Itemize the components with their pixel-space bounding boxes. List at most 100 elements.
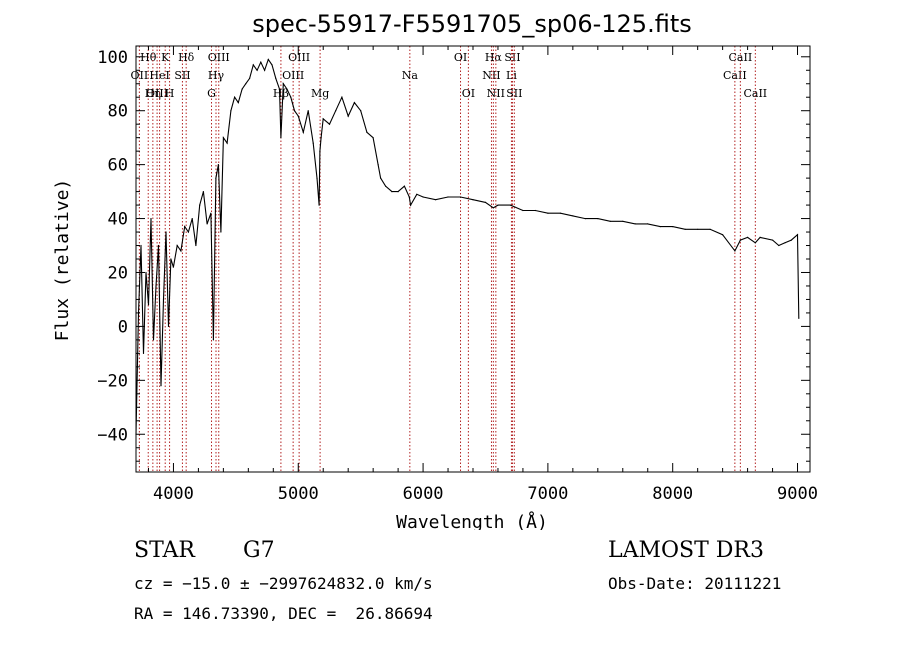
data-point-22: [199, 204, 201, 206]
data-point-67: [372, 137, 374, 139]
data-point-3: [142, 352, 145, 354]
data-point-80: [459, 196, 462, 198]
data-point-88: [547, 212, 549, 214]
data-point-42: [267, 58, 269, 61]
data-point-86: [522, 209, 524, 212]
data-point-97: [659, 226, 661, 228]
data-point-47: [282, 83, 284, 85]
data-point-51: [297, 115, 299, 117]
data-point-79: [447, 196, 449, 198]
y-tick-label-5: 60: [108, 156, 128, 176]
line-label-2: OIII: [146, 87, 168, 100]
data-point-25: [210, 212, 212, 214]
data-point-27: [215, 177, 217, 179]
data-point-8: [155, 285, 157, 287]
data-point-45: [278, 88, 281, 90]
data-point-46: [280, 137, 282, 139]
data-point-19: [187, 231, 189, 233]
data-point-108: [772, 239, 774, 241]
line-label-11: OIII: [208, 51, 230, 64]
data-point-112: [796, 234, 799, 236]
data-point-96: [647, 223, 649, 225]
data-point-78: [435, 199, 437, 201]
data-point-37: [249, 77, 251, 79]
line-label-24: SII: [506, 87, 522, 100]
data-point-92: [597, 218, 599, 220]
data-point-28: [217, 164, 219, 166]
subclass-label: G7: [243, 538, 275, 563]
data-point-13: [167, 325, 170, 327]
data-point-31: [226, 142, 228, 144]
line-label-8: Hδ: [178, 51, 195, 64]
line-label-13: OIII: [282, 69, 304, 82]
line-label-27: CaII: [743, 87, 767, 100]
data-point-18: [184, 226, 186, 228]
data-point-110: [784, 242, 786, 244]
data-point-35: [241, 88, 243, 90]
x-tick-label-5: 9000: [777, 484, 818, 504]
coordinates-text: RA = 146.73390, DEC = 26.86694: [134, 604, 433, 623]
series-layer: [135, 58, 800, 435]
line-label-17: OI: [454, 51, 467, 64]
line-label-14: OIII: [288, 51, 310, 64]
data-point-93: [609, 220, 611, 222]
data-point-77: [422, 196, 424, 198]
data-point-43: [271, 64, 273, 66]
y-tick-label-2: 0: [118, 317, 128, 337]
chart-title: spec-55917-F5591705_sp06-125.fits: [252, 10, 691, 38]
data-point-30: [222, 137, 224, 139]
data-point-41: [264, 69, 266, 71]
data-point-72: [397, 191, 399, 193]
line-label-3: Hη: [145, 87, 161, 100]
data-point-62: [341, 96, 343, 98]
data-point-101: [709, 228, 711, 230]
data-point-17: [180, 250, 182, 252]
data-point-95: [634, 223, 636, 225]
data-point-55: [316, 177, 318, 179]
data-point-69: [380, 177, 382, 179]
data-point-65: [360, 110, 362, 112]
data-point-107: [759, 236, 761, 238]
line-label-12: Hβ: [273, 87, 289, 100]
data-point-75: [410, 204, 412, 206]
x-tick-label-1: 5000: [278, 484, 319, 504]
data-point-24: [206, 223, 208, 225]
data-point-15: [172, 266, 174, 268]
line-label-0: Hθ: [140, 51, 157, 64]
data-point-52: [302, 131, 304, 133]
data-point-16: [176, 244, 178, 247]
data-point-33: [234, 96, 236, 98]
data-point-89: [559, 212, 562, 214]
data-point-63: [347, 115, 349, 117]
line-label-19: NII: [482, 69, 500, 82]
data-point-9: [157, 244, 160, 247]
survey-label: LAMOST DR3: [608, 538, 764, 563]
data-point-39: [256, 69, 258, 71]
line-label-15: Mg: [311, 87, 329, 100]
plot-frame: [135, 45, 811, 473]
data-point-71: [391, 191, 393, 193]
data-point-68: [377, 164, 379, 166]
y-tick-label-6: 80: [108, 102, 128, 122]
data-point-83: [492, 207, 494, 209]
line-label-21: NII: [487, 87, 505, 100]
data-point-103: [734, 250, 736, 252]
x-tick-label-3: 7000: [527, 484, 568, 504]
y-tick-label-1: −20: [97, 371, 128, 391]
y-axis: −40 −20 0 20 40 60 80 100: [97, 48, 810, 462]
y-tick-label-0: −40: [97, 425, 128, 445]
data-point-14: [170, 258, 172, 260]
data-point-12: [165, 231, 167, 233]
obs-date-text: Obs-Date: 20111221: [608, 574, 782, 593]
line-label-25: CaII: [723, 69, 747, 82]
x-tick-label-0: 4000: [153, 484, 194, 504]
data-point-2: [140, 244, 142, 247]
data-point-20: [191, 218, 193, 220]
data-point-82: [484, 201, 487, 203]
data-point-40: [260, 61, 262, 63]
data-point-81: [472, 199, 474, 201]
data-point-11: [162, 298, 165, 300]
data-point-34: [237, 102, 239, 104]
data-point-111: [790, 239, 792, 241]
y-axis-label: Flux (relative): [52, 179, 73, 342]
